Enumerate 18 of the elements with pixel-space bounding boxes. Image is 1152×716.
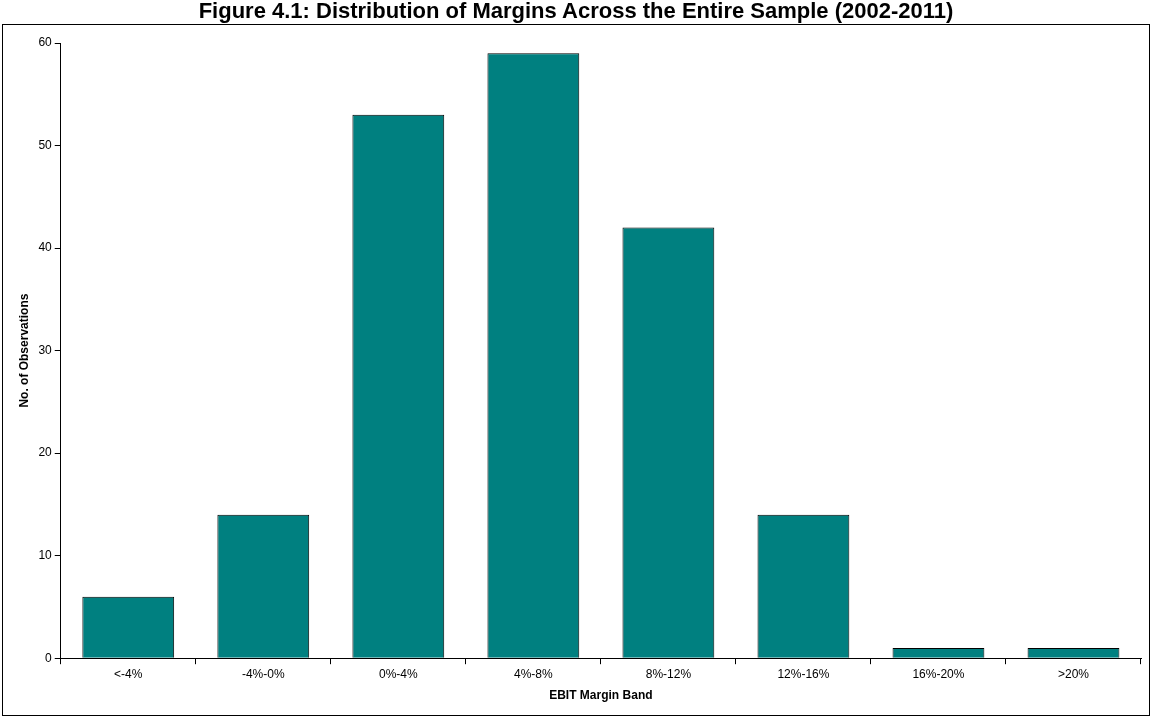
y-tick-label: 20 xyxy=(38,445,53,460)
y-tick-label: 0 xyxy=(45,650,53,665)
x-tick-label: 16%-20% xyxy=(912,666,965,681)
x-tick-label: >20% xyxy=(1057,666,1090,681)
y-tick-label: 60 xyxy=(38,35,53,50)
y-tick-label: 40 xyxy=(38,240,53,255)
x-tick-label: -4%-0% xyxy=(241,666,285,681)
chart-title: Figure 4.1: Distribution of Margins Across the Entire Sample (2002-2011) xyxy=(197,0,955,23)
y-axis-title: No. of Observations xyxy=(16,293,31,408)
x-tick-label: 4%-8% xyxy=(514,666,554,681)
y-tick-label: 50 xyxy=(38,137,53,152)
x-tick-label: <-4% xyxy=(114,666,143,681)
x-tick-label: 12%-16% xyxy=(777,666,830,681)
x-tick-label: 0%-4% xyxy=(378,666,418,681)
x-axis-title: EBIT Margin Band xyxy=(549,688,653,703)
y-tick-label: 30 xyxy=(38,342,53,357)
y-tick-label: 10 xyxy=(38,547,53,562)
x-tick-label: 8%-12% xyxy=(645,666,692,681)
